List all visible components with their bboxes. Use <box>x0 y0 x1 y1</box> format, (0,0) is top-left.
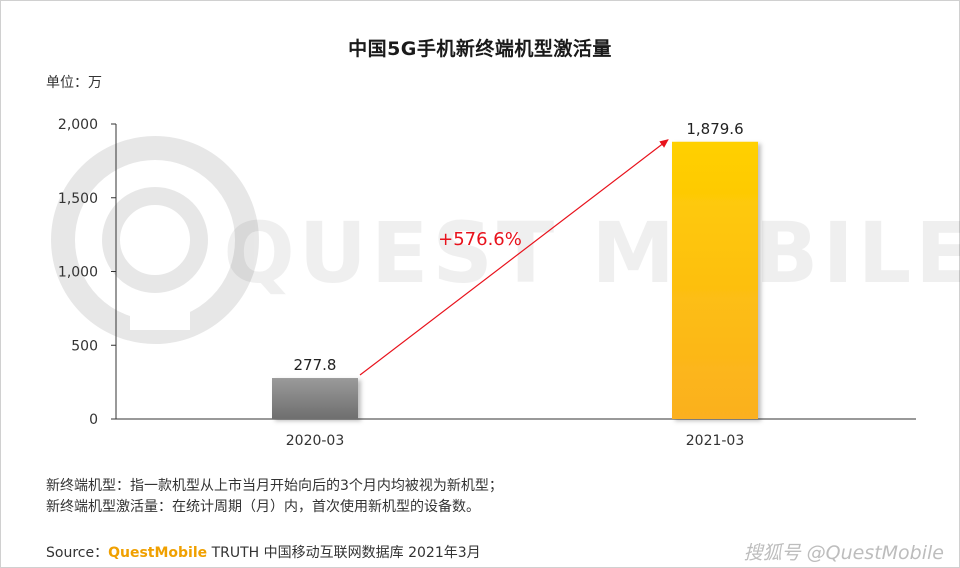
source-line: Source：QuestMobile TRUTH 中国移动互联网数据库 2021… <box>46 542 481 562</box>
bars: 277.8 1,879.6 <box>272 120 758 419</box>
unit-label: 单位：万 <box>46 75 102 91</box>
corner-watermark: 搜狐号 @QuestMobile <box>744 538 944 565</box>
watermark-text: QUEST MOBILE <box>223 204 960 302</box>
growth-label: +576.6% <box>438 229 522 250</box>
chart-title: 中国5G手机新终端机型激活量 <box>348 38 612 60</box>
y-tick-label: 1,500 <box>58 191 98 207</box>
source-brand: QuestMobile <box>108 545 208 561</box>
notes: 新终端机型：指一款机型从上市当月开始向后的3个月内均被视为新机型； 新终端机型激… <box>46 476 503 518</box>
x-tick-label: 2020-03 <box>286 433 345 449</box>
note-line-1: 新终端机型：指一款机型从上市当月开始向后的3个月内均被视为新机型； <box>46 478 503 494</box>
y-tick-label: 0 <box>89 412 98 428</box>
annotations: +576.6% <box>359 139 669 376</box>
bar-2020-03 <box>272 378 358 419</box>
axes: 0 500 1,000 1,500 2,000 2020-03 2021-03 <box>58 117 916 449</box>
growth-arrow <box>359 139 669 376</box>
corner-watermark-prefix: 搜狐号 <box>743 542 801 564</box>
bar-value-label: 277.8 <box>294 356 337 374</box>
x-tick-label: 2021-03 <box>686 433 745 449</box>
source-prefix: Source： <box>46 545 109 561</box>
corner-watermark-text: @QuestMobile <box>806 542 944 564</box>
bar-value-label: 1,879.6 <box>686 120 743 138</box>
bar-2021-03 <box>672 141 758 419</box>
y-tick-label: 1,000 <box>58 265 98 281</box>
source-rest: TRUTH 中国移动互联网数据库 2021年3月 <box>207 545 481 561</box>
y-tick-label: 2,000 <box>58 117 98 133</box>
y-tick-label: 500 <box>71 338 98 354</box>
watermark-logo <box>51 136 259 344</box>
note-line-2: 新终端机型激活量：在统计周期（月）内，首次使用新机型的设备数。 <box>46 499 480 515</box>
